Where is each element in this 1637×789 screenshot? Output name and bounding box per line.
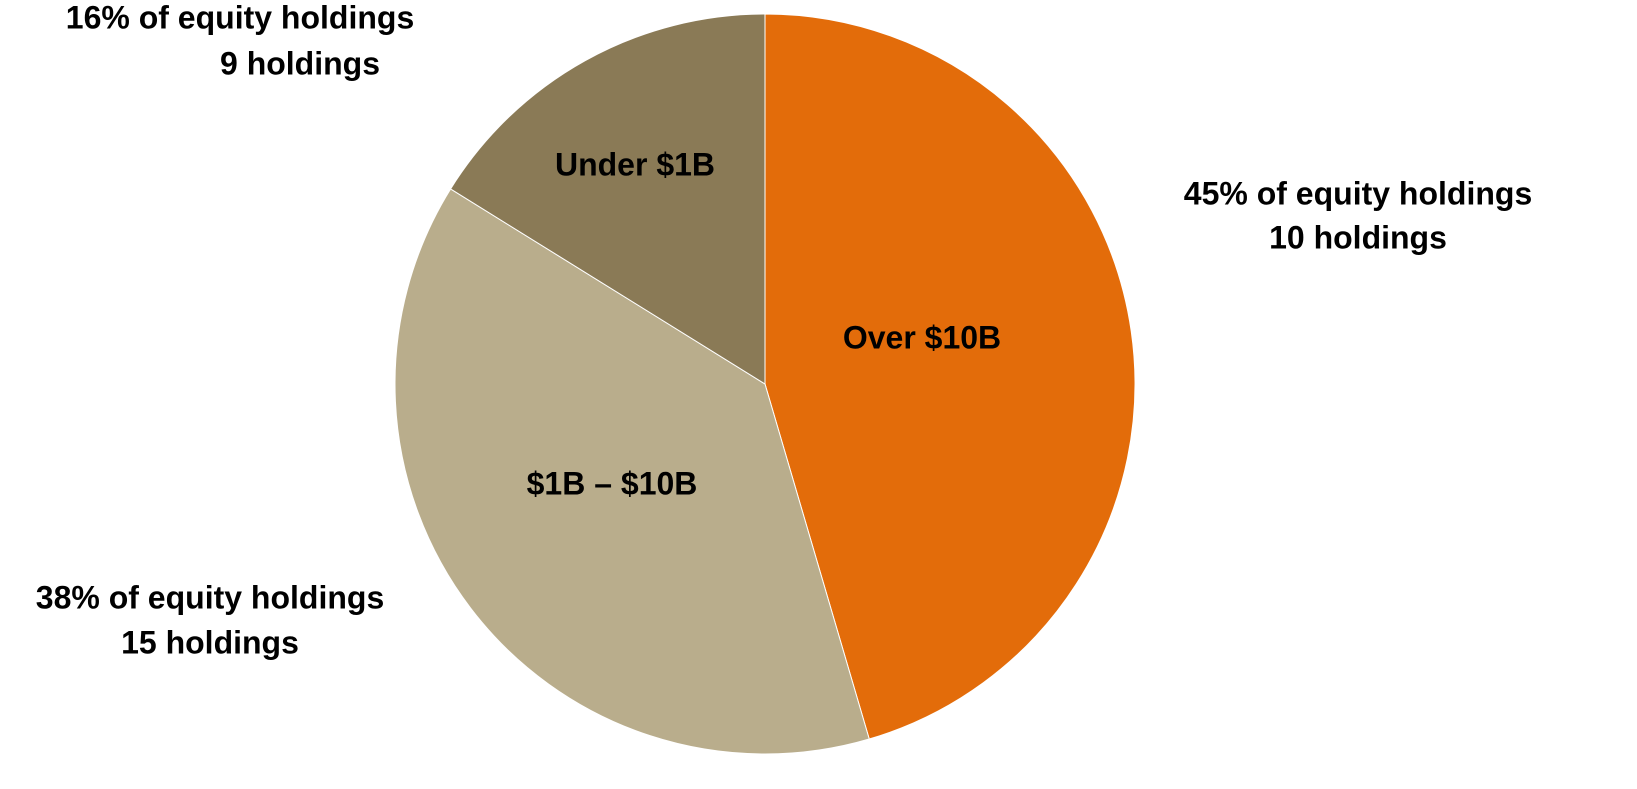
holdings-label: 15 holdings [121,624,299,660]
slice-label: $1B – $10B [527,465,698,501]
value-label: 45% of equity holdings [1184,175,1532,211]
holdings-label: 10 holdings [1269,219,1447,255]
slice-label: Over $10B [843,319,1001,355]
pie-slice [394,188,870,755]
value-label: 38% of equity holdings [36,579,384,615]
slice-label: Under $1B [555,146,715,182]
pie-slice [764,13,1136,740]
holdings-label: 9 holdings [220,45,380,81]
pie-slice [449,13,766,385]
value-label: 16% of equity holdings [66,0,414,35]
